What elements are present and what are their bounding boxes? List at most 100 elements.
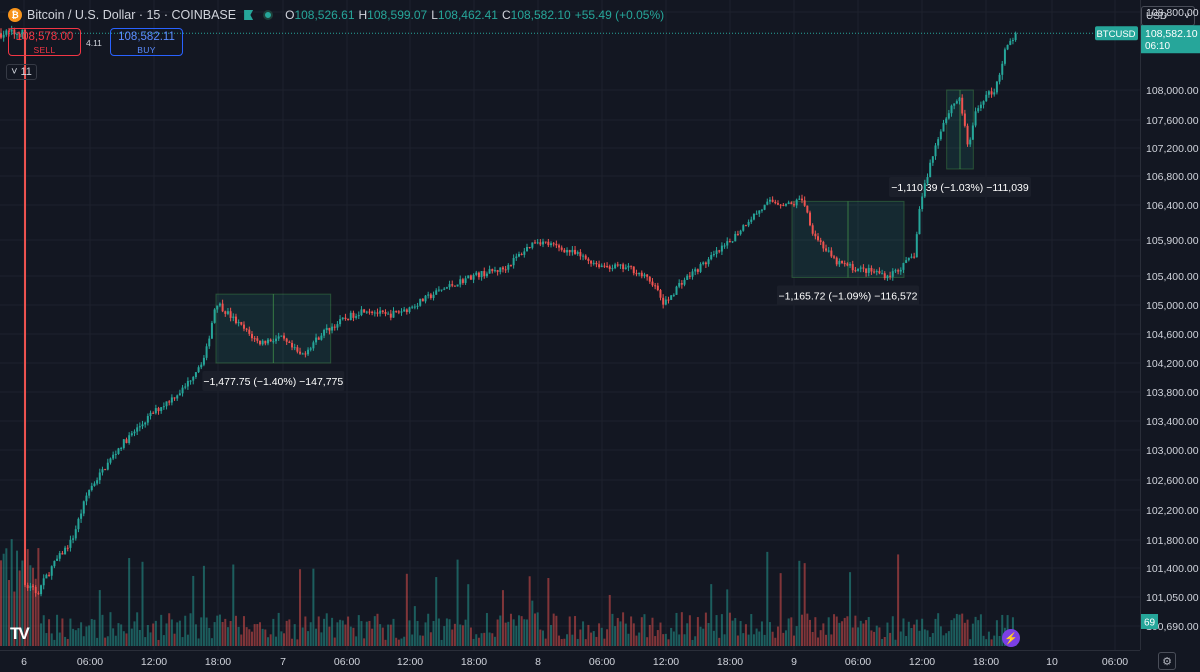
candle-body (536, 242, 539, 244)
candle-body (934, 145, 937, 157)
volume-bar (950, 620, 953, 646)
volume-bar (830, 634, 833, 646)
candle-body (125, 439, 128, 443)
candle-body (245, 328, 248, 330)
candle-body (291, 342, 294, 348)
candle-body (606, 266, 609, 268)
candle-body (966, 125, 969, 145)
volume-bar (499, 615, 502, 646)
candle-body (363, 309, 366, 313)
volume-bar (923, 629, 926, 646)
volume-bar (477, 637, 480, 646)
candle-body (947, 113, 950, 119)
candlestick-chart[interactable]: −1,477.75 (−1.40%) −147,775 −1,165.72 (−1… (0, 0, 1140, 650)
time-tick-label: 9 (791, 656, 797, 668)
sell-price: 108,578.00 (15, 31, 74, 43)
candle-body (531, 242, 534, 248)
candle-body (106, 462, 109, 470)
candle-body (272, 341, 275, 343)
symbol-title[interactable]: Bitcoin / U.S. Dollar · 15 · COINBASE (27, 8, 237, 22)
time-tick-label: 06:00 (589, 656, 615, 668)
volume-bar (619, 621, 622, 646)
gear-icon[interactable]: ⚙ (1158, 652, 1176, 670)
last-price-value: 108,582.10 (1145, 28, 1198, 40)
candle-body (408, 307, 411, 312)
volume-bar (66, 638, 69, 646)
volume-bar (982, 635, 985, 646)
sell-label: SELL (33, 45, 56, 55)
close-label: C (501, 8, 511, 22)
candle-body (686, 275, 689, 280)
volume-bar (456, 559, 459, 646)
volume-bar (40, 623, 43, 646)
volume-tag: 69 (1144, 618, 1156, 629)
candle-body (176, 395, 179, 399)
candle-body (288, 341, 291, 343)
volume-bar (592, 631, 595, 646)
candle-body (619, 264, 622, 266)
lightning-icon[interactable]: ⚡ (1002, 629, 1020, 647)
volume-bar (93, 619, 96, 646)
time-axis[interactable] (0, 650, 1140, 672)
volume-bar (224, 618, 227, 646)
volume-bar (130, 628, 133, 646)
candle-body (736, 233, 739, 235)
volume-bar (448, 619, 451, 646)
candle-body (870, 267, 873, 272)
candle-body (544, 241, 547, 243)
volume-bar (341, 620, 344, 646)
price-tick-label: 100,690.00 (1146, 621, 1199, 633)
volume-bar (921, 618, 924, 646)
candle-body (867, 267, 870, 273)
time-tick-label: 06:00 (77, 656, 103, 668)
volume-bar (304, 616, 307, 646)
candle-body (368, 311, 371, 313)
volume-bar (146, 624, 149, 646)
candle-body (58, 553, 61, 559)
candle-body (333, 326, 336, 328)
candle-body (675, 286, 678, 295)
candle-body (355, 316, 358, 318)
candle-body (638, 272, 641, 275)
flag-icon[interactable] (244, 10, 254, 20)
candle-body (566, 250, 569, 253)
sell-button[interactable]: 108,578.00 SELL (8, 28, 81, 56)
tradingview-logo-icon[interactable]: TV (10, 624, 30, 643)
candle-body (656, 285, 659, 291)
candle-body (971, 125, 974, 140)
volume-bar (85, 626, 88, 646)
buy-button[interactable]: 108,582.11 BUY (110, 28, 183, 56)
candle-body (443, 288, 446, 290)
candle-body (301, 353, 304, 355)
volume-bar (622, 612, 625, 646)
volume-tag-bg (1141, 614, 1158, 629)
volume-bar (256, 624, 259, 646)
volume-bar (683, 634, 686, 646)
volume-bar (704, 612, 707, 646)
candle-body (552, 243, 555, 245)
volume-bar (760, 621, 763, 646)
candle-body (990, 91, 993, 95)
volume-bar (221, 622, 224, 646)
candle-body (98, 472, 101, 481)
candle-body (0, 33, 2, 38)
candle-body (365, 311, 368, 313)
volume-bar (574, 616, 577, 646)
volume-bar (819, 630, 822, 646)
volume-bar (403, 636, 406, 646)
volume-bar (267, 637, 269, 646)
volume-bar (1001, 614, 1004, 646)
candle-body (827, 250, 830, 252)
candle-body (96, 480, 99, 484)
candle-body (659, 290, 662, 298)
price-axis[interactable] (1140, 0, 1200, 650)
volume-bar (299, 569, 302, 646)
volume-bar (261, 628, 264, 646)
candle-body (299, 351, 302, 354)
volume-bar (803, 563, 806, 646)
candle-body (942, 122, 945, 132)
volume-bar (29, 565, 32, 646)
volume-bar (616, 617, 619, 646)
indicators-toggle[interactable]: ˅ 11 (6, 64, 37, 80)
price-tick-label: 105,400.00 (1146, 271, 1199, 283)
